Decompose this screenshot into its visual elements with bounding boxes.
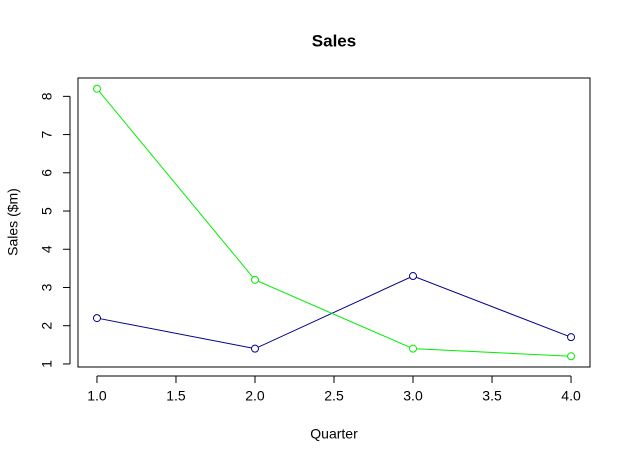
plot-frame bbox=[77, 77, 591, 368]
point bbox=[92, 314, 101, 323]
point bbox=[409, 272, 418, 281]
point bbox=[250, 344, 259, 353]
x-tick-label: 1.5 bbox=[166, 388, 186, 404]
y-tick-label: 3 bbox=[39, 283, 55, 291]
x-tick-label: 4.0 bbox=[561, 388, 581, 404]
x-tick-label: 2.0 bbox=[245, 388, 265, 404]
y-tick-label: 5 bbox=[39, 207, 55, 215]
point bbox=[409, 344, 418, 353]
point bbox=[250, 275, 259, 284]
point bbox=[567, 352, 576, 361]
y-tick-label: 2 bbox=[39, 322, 55, 330]
y-tick-label: 7 bbox=[39, 130, 55, 138]
x-tick-label: 3.0 bbox=[403, 388, 423, 404]
point bbox=[92, 84, 101, 93]
x-tick-label: 2.5 bbox=[324, 388, 344, 404]
y-tick-label: 8 bbox=[39, 92, 55, 100]
series-line bbox=[96, 88, 572, 357]
y-tick-label: 4 bbox=[39, 245, 55, 253]
x-axis-label: Quarter bbox=[310, 426, 358, 442]
point bbox=[567, 333, 576, 342]
y-axis-label: Sales ($m) bbox=[5, 188, 21, 256]
chart-title: Sales bbox=[312, 31, 356, 50]
series-line bbox=[96, 275, 572, 350]
x-tick-label: 3.5 bbox=[482, 388, 502, 404]
y-tick-label: 1 bbox=[39, 360, 55, 368]
y-tick-label: 6 bbox=[39, 169, 55, 177]
x-tick-label: 1.0 bbox=[87, 388, 107, 404]
